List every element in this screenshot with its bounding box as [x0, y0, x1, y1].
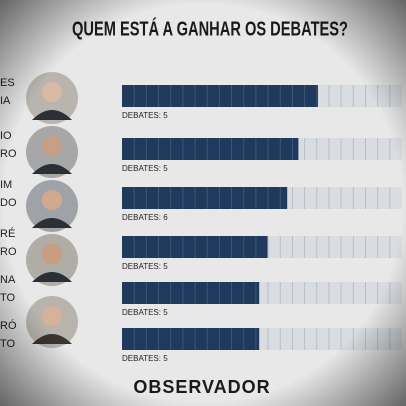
photo [26, 234, 78, 286]
photo [26, 180, 78, 232]
debates-note: DEBATES: 6 [122, 213, 168, 222]
photo [26, 296, 78, 348]
debates-note: DEBATES: 5 [122, 308, 168, 317]
candidate-name: NA [0, 274, 16, 286]
candidate-name: RÉ [0, 227, 15, 240]
photos [26, 72, 78, 348]
candidate-name: IA [0, 95, 11, 107]
debates-note: DEBATES: 5 [122, 164, 168, 173]
bar [122, 85, 318, 107]
photo [26, 72, 78, 124]
chart-title: QUEM ESTÁ A GANHAR OS DEBATES? [72, 17, 348, 40]
candidate-name: ES [0, 77, 15, 89]
candidate-name: TO [0, 292, 16, 304]
debates-note: DEBATES: 5 [122, 111, 168, 120]
candidate-name: IM [0, 179, 12, 191]
bar [122, 328, 260, 350]
bar [122, 138, 299, 160]
photo [26, 126, 78, 178]
candidate-name: TO [0, 338, 16, 350]
candidate-name: RÓ [0, 319, 17, 332]
candidate-name: IO [0, 130, 12, 142]
footer-logo: OBSERVADOR [133, 377, 270, 397]
candidate-name: RO [0, 148, 17, 160]
debates-note: DEBATES: 5 [122, 262, 168, 271]
debates-note: DEBATES: 5 [122, 354, 168, 363]
candidate-name: DO [0, 197, 17, 209]
bar [122, 282, 260, 304]
candidate-name: RO [0, 246, 17, 258]
